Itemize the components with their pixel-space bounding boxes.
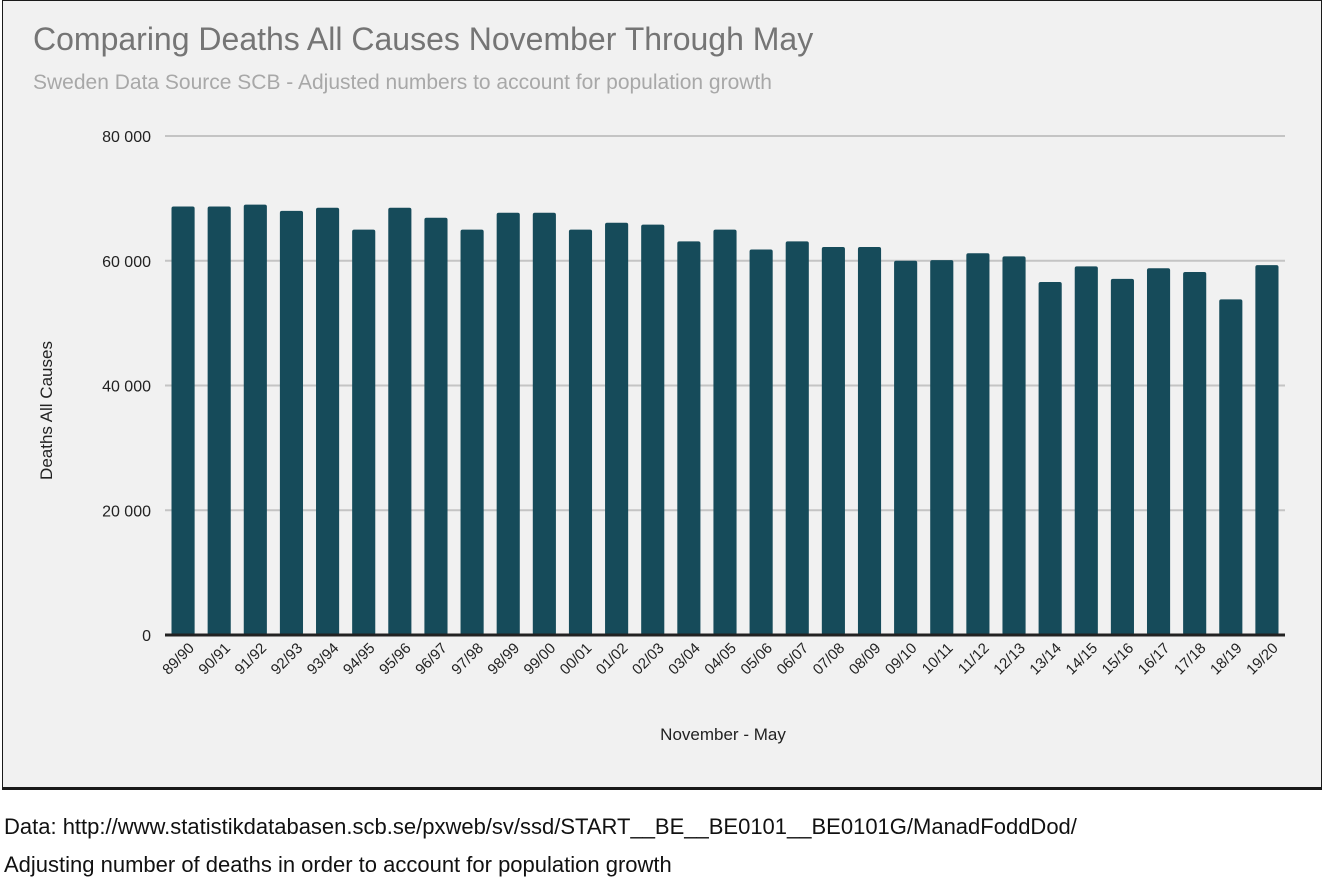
bar bbox=[1183, 271, 1207, 635]
x-tick-label: 03/04 bbox=[665, 640, 704, 679]
bar bbox=[1002, 256, 1026, 635]
bar bbox=[677, 241, 701, 635]
bar bbox=[821, 247, 845, 635]
bar bbox=[424, 217, 448, 635]
x-tick-label: 07/08 bbox=[810, 640, 849, 679]
y-tick-label: 0 bbox=[142, 628, 151, 645]
bar bbox=[1074, 266, 1098, 635]
bar bbox=[171, 206, 195, 635]
bar bbox=[605, 222, 629, 636]
bar bbox=[532, 212, 556, 635]
y-axis-title: Deaths All Causes bbox=[37, 341, 56, 480]
x-tick-label: 12/13 bbox=[990, 640, 1029, 679]
x-tick-label: 02/03 bbox=[629, 640, 668, 679]
footer-note: Adjusting number of deaths in order to a… bbox=[4, 852, 672, 877]
x-tick-label: 04/05 bbox=[701, 640, 740, 679]
bar bbox=[894, 260, 918, 635]
bar bbox=[388, 207, 412, 635]
x-tick-label: 93/94 bbox=[304, 640, 343, 679]
bar bbox=[1038, 281, 1062, 635]
x-tick-label: 00/01 bbox=[557, 640, 596, 679]
x-tick-label: 96/97 bbox=[412, 640, 451, 679]
bar bbox=[930, 260, 954, 635]
x-tick-label: 09/10 bbox=[882, 640, 921, 679]
x-tick-label: 19/20 bbox=[1243, 640, 1282, 679]
x-tick-label: 89/90 bbox=[159, 640, 198, 679]
bar bbox=[749, 249, 773, 635]
bar bbox=[713, 229, 737, 635]
bar bbox=[496, 212, 520, 635]
x-tick-label: 14/15 bbox=[1063, 640, 1102, 679]
x-axis-title: November - May bbox=[660, 725, 786, 744]
x-tick-label: 08/09 bbox=[846, 640, 885, 679]
x-tick-label: 01/02 bbox=[593, 640, 632, 679]
x-tick-label: 91/92 bbox=[232, 640, 271, 679]
x-tick-label: 05/06 bbox=[737, 640, 776, 679]
y-tick-label: 20 000 bbox=[102, 503, 151, 520]
y-tick-label: 80 000 bbox=[102, 129, 151, 146]
bar bbox=[460, 229, 484, 635]
bar bbox=[207, 206, 231, 635]
x-tick-label: 06/07 bbox=[774, 640, 813, 679]
x-tick-label: 90/91 bbox=[195, 640, 234, 679]
x-tick-label: 98/99 bbox=[484, 640, 523, 679]
footer-data-source: Data: http://www.statistikdatabasen.scb.… bbox=[4, 814, 1077, 839]
bar bbox=[966, 253, 990, 635]
x-tick-label: 13/14 bbox=[1026, 640, 1065, 679]
bar bbox=[316, 207, 340, 635]
x-tick-label: 97/98 bbox=[448, 640, 487, 679]
bar bbox=[857, 247, 882, 635]
bar bbox=[1219, 299, 1243, 635]
bar bbox=[352, 229, 376, 635]
bar-chart: 0 20 000 40 000 60 000 80 000 89/9090/9191/92… bbox=[37, 129, 1285, 744]
x-tick-label: 18/19 bbox=[1207, 640, 1246, 679]
x-tick-label: 94/95 bbox=[340, 640, 379, 679]
x-tick-label: 10/11 bbox=[919, 640, 957, 678]
x-tick-label: 17/18 bbox=[1171, 640, 1210, 679]
y-tick-label: 60 000 bbox=[102, 254, 151, 271]
bar bbox=[1255, 265, 1279, 635]
x-tick-label: 99/00 bbox=[521, 640, 560, 679]
x-tick-label: 11/12 bbox=[955, 640, 993, 678]
bar bbox=[1146, 268, 1171, 635]
x-tick-label: 16/17 bbox=[1135, 640, 1174, 679]
bar bbox=[785, 241, 809, 635]
x-tick-label: 95/96 bbox=[376, 640, 415, 679]
bar bbox=[243, 204, 267, 636]
x-tick-label: 92/93 bbox=[268, 640, 307, 679]
chart-subtitle: Sweden Data Source SCB - Adjusted number… bbox=[33, 71, 772, 94]
bar bbox=[568, 229, 593, 635]
y-tick-label: 40 000 bbox=[102, 379, 151, 396]
bar bbox=[279, 210, 304, 635]
bar bbox=[1110, 278, 1134, 635]
chart-frame: Comparing Deaths All Causes November Thr… bbox=[2, 0, 1322, 790]
bar bbox=[641, 224, 665, 635]
x-tick-label: 15/16 bbox=[1099, 640, 1138, 679]
chart-title: Comparing Deaths All Causes November Thr… bbox=[33, 21, 814, 57]
